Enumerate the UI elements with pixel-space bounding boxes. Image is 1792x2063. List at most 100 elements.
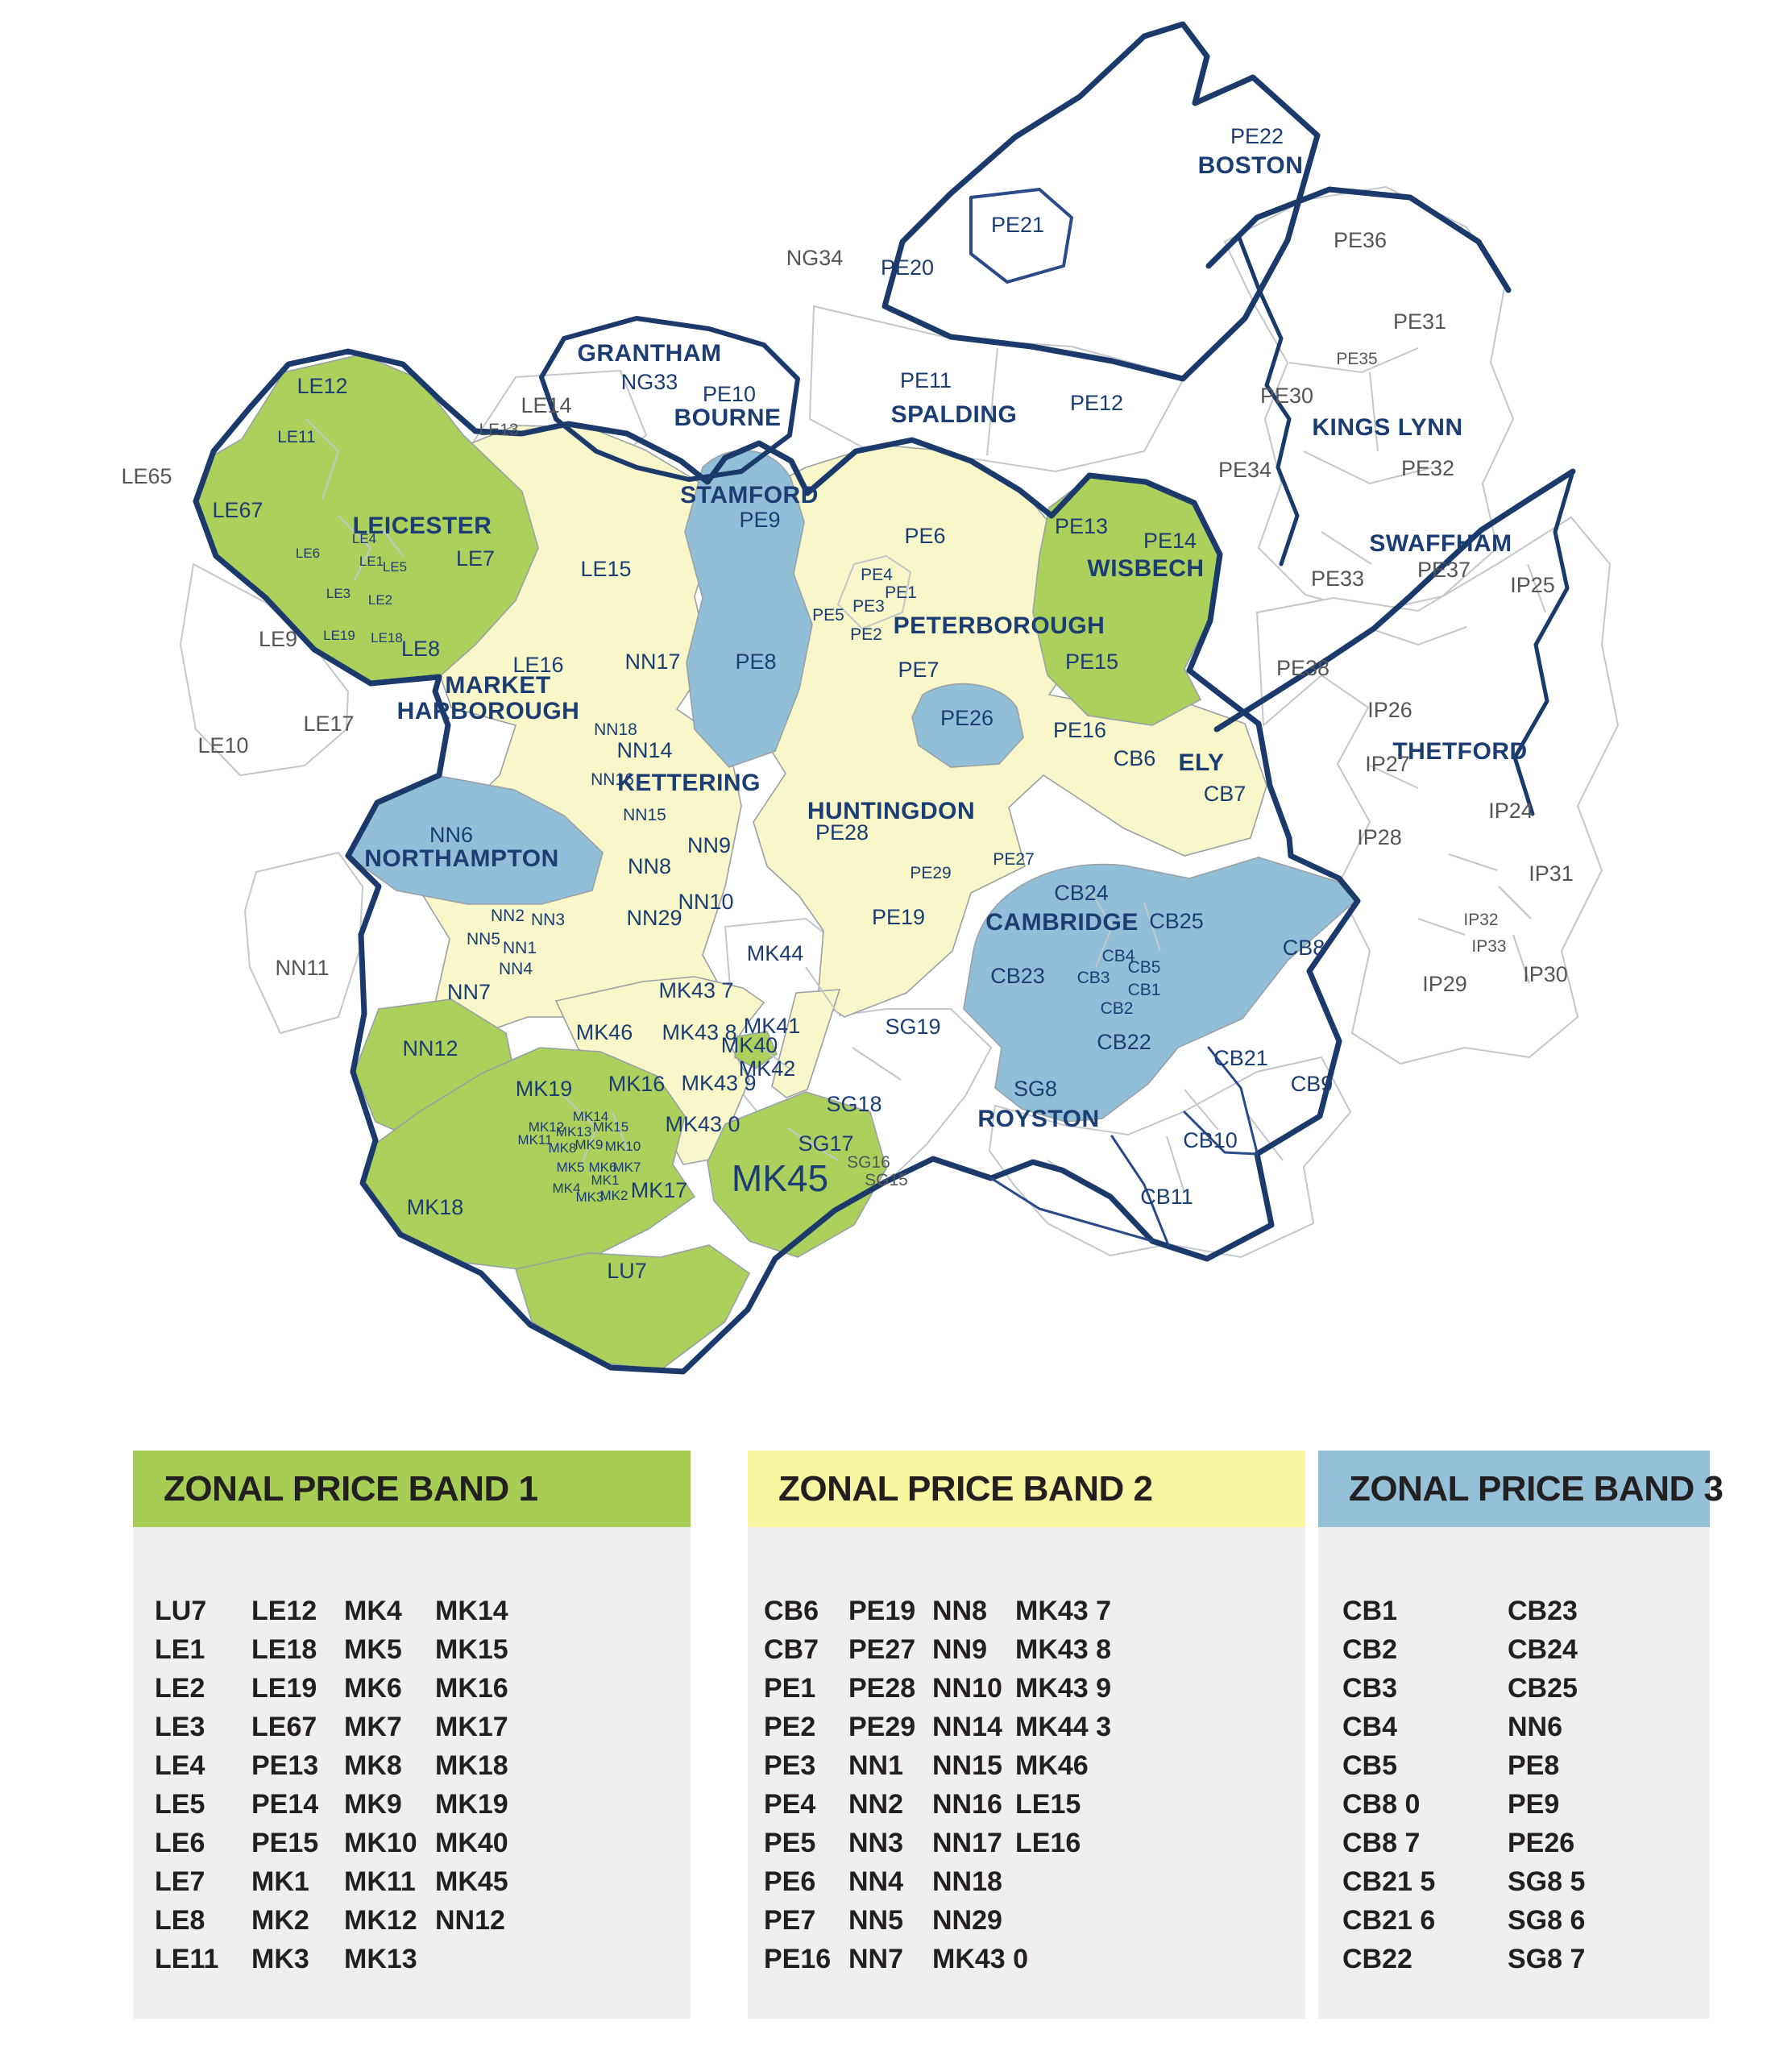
region-band3-pe26: [911, 683, 1024, 768]
legend-item: PE27: [848, 1634, 916, 1665]
map-label-pe5: PE5: [812, 606, 844, 625]
map-label-market: MARKET: [445, 672, 550, 699]
legend-item: PE4: [764, 1789, 816, 1820]
map-label-mk3: MK3: [576, 1189, 604, 1205]
legend-item: PE16: [764, 1944, 832, 1974]
map-label-pe11: PE11: [900, 368, 952, 392]
map-label-cb2: CB2: [1101, 999, 1134, 1018]
map-label-le6: LE6: [296, 546, 320, 561]
map-label-lu7: LU7: [607, 1259, 647, 1283]
legend-item: MK9: [344, 1789, 402, 1820]
map-label-nn1: NN1: [503, 939, 537, 957]
map-label-nn7: NN7: [447, 980, 491, 1004]
boundary-cb10-cb11: [989, 1046, 1259, 1247]
legend-item: MK18: [435, 1750, 508, 1781]
map-label-cb8: CB8: [1283, 936, 1325, 960]
legend-item: LE6: [155, 1828, 205, 1858]
map-label-le11: LE11: [277, 428, 316, 446]
legend-column: LU7 LE1 LE2 LE3 LE4 LE5 LE6 LE7 LE8 LE11: [155, 1592, 218, 1978]
map-label-mk11: MK11: [517, 1132, 552, 1148]
map-label-pe14: PE14: [1143, 529, 1197, 553]
legend-item: LE7: [155, 1866, 205, 1897]
map-label-mk5: MK5: [557, 1160, 585, 1175]
map-label-ip33: IP33: [1471, 937, 1506, 956]
map-label-wisbech: WISBECH: [1087, 555, 1204, 582]
map-label-pe26: PE26: [940, 706, 993, 730]
map-label-spalding: SPALDING: [891, 401, 1018, 428]
legend-column: CB1 CB2 CB3 CB4 CB5 CB8 0 CB8 7 CB21 5 CB21 6 CB2…: [1342, 1592, 1435, 1978]
map-label-ip27: IP27: [1365, 752, 1410, 776]
map-label-le7: LE7: [456, 546, 495, 571]
legend-item: MK43 9: [1015, 1673, 1112, 1704]
legend-item: NN7: [848, 1944, 904, 1974]
legend-item: MK7: [344, 1712, 402, 1742]
legend-column: CB23 CB24 CB25 NN6 PE8 PE9 PE26 SG8 5 SG8 6 SG8 7: [1508, 1592, 1585, 1978]
map-label-ip30: IP30: [1523, 962, 1568, 986]
legend-item: SG8 7: [1508, 1944, 1586, 1974]
legend-item: PE3: [764, 1750, 816, 1781]
map-label-mk8: MK8: [549, 1140, 577, 1156]
legend-item: LE1: [155, 1634, 205, 1665]
legend-item: LE15: [1015, 1789, 1081, 1820]
map-label-cb22: CB22: [1097, 1030, 1151, 1054]
legend-item: CB21 5: [1342, 1866, 1436, 1897]
legend-item: MK46: [1015, 1750, 1089, 1781]
legend-item: MK17: [435, 1712, 508, 1742]
map-label-ip26: IP26: [1367, 698, 1412, 722]
map-label-le14: LE14: [521, 393, 571, 417]
region-band1-mk45: [707, 1091, 887, 1258]
map-label-ip32: IP32: [1463, 911, 1498, 929]
legend-item: PE8: [1508, 1750, 1560, 1781]
legend-item: MK45: [435, 1866, 508, 1897]
map-label-cb23: CB23: [990, 964, 1045, 988]
map-label-pe12: PE12: [1070, 391, 1123, 415]
map-label-le17: LE17: [303, 712, 354, 736]
legend-item: CB3: [1342, 1673, 1398, 1704]
legend-item: PE26: [1508, 1828, 1575, 1858]
map-label-sg17: SG17: [798, 1131, 853, 1156]
legend-item: NN1: [848, 1750, 904, 1781]
legend-item: CB8 7: [1342, 1828, 1421, 1858]
map-label-pe7: PE7: [898, 658, 939, 682]
region-kings-lynn: [1223, 185, 1515, 614]
legend-item: PE1: [764, 1673, 816, 1704]
map-label-mk9: MK9: [575, 1137, 604, 1152]
map-label-mk43-9: MK43 9: [681, 1071, 756, 1095]
map-label-sg15: SG15: [865, 1171, 908, 1189]
map-label-mk40: MK40: [721, 1033, 778, 1057]
map-label-mk2: MK2: [600, 1188, 628, 1203]
map-label-le4: LE4: [352, 531, 376, 546]
map-label-le18: LE18: [371, 630, 403, 645]
map-label-pe36: PE36: [1334, 228, 1387, 252]
map-label-le9: LE9: [259, 627, 297, 651]
map-label-grantham: GRANTHAM: [578, 340, 722, 367]
legend-title-band-1: ZONAL PRICE BAND 1: [164, 1468, 538, 1509]
boundary-thetford-diagonal: [1213, 468, 1576, 733]
legend-column: MK43 7 MK43 8 MK43 9 MK44 3 MK46 LE15 LE16: [1015, 1592, 1111, 1862]
map-label-cambridge: CAMBRIDGE: [985, 909, 1139, 936]
map-label-pe31: PE31: [1393, 309, 1446, 334]
legend-item: CB21 6: [1342, 1905, 1436, 1936]
map-label-cb11: CB11: [1140, 1185, 1193, 1209]
map-label-pe8: PE8: [735, 650, 776, 674]
legend-item: LE2: [155, 1673, 205, 1704]
map-label-swaffham: SWAFFHAM: [1369, 530, 1512, 557]
district-lines-sg: [761, 966, 902, 1161]
map-label-mk4: MK4: [553, 1181, 581, 1196]
map-labels: PE22 BOSTON PE21 PE20 NG34 GRANTHAM NG33 PE10BO…: [121, 124, 1573, 1283]
map-label-cb9: CB9: [1291, 1072, 1334, 1096]
legend-item: MK16: [435, 1673, 508, 1704]
legend-item: MK5: [344, 1634, 402, 1665]
map-label-nn14: NN14: [616, 738, 672, 762]
legend-body-band-1: LU7 LE1 LE2 LE3 LE4 LE5 LE6 LE7 LE8 LE11 LE12 LE18 L…: [133, 1527, 691, 2019]
legend-item: LE3: [155, 1712, 205, 1742]
map-label-ip24: IP24: [1488, 799, 1533, 823]
map-label-cb10: CB10: [1183, 1128, 1238, 1152]
legend-item: LE19: [251, 1673, 317, 1704]
map-label-nn18: NN18: [594, 720, 637, 739]
district-lines-peterborough: [836, 554, 912, 630]
map-label-ip25: IP25: [1510, 573, 1555, 597]
legend-item: PE29: [848, 1712, 916, 1742]
map-label-sg18: SG18: [826, 1092, 881, 1116]
